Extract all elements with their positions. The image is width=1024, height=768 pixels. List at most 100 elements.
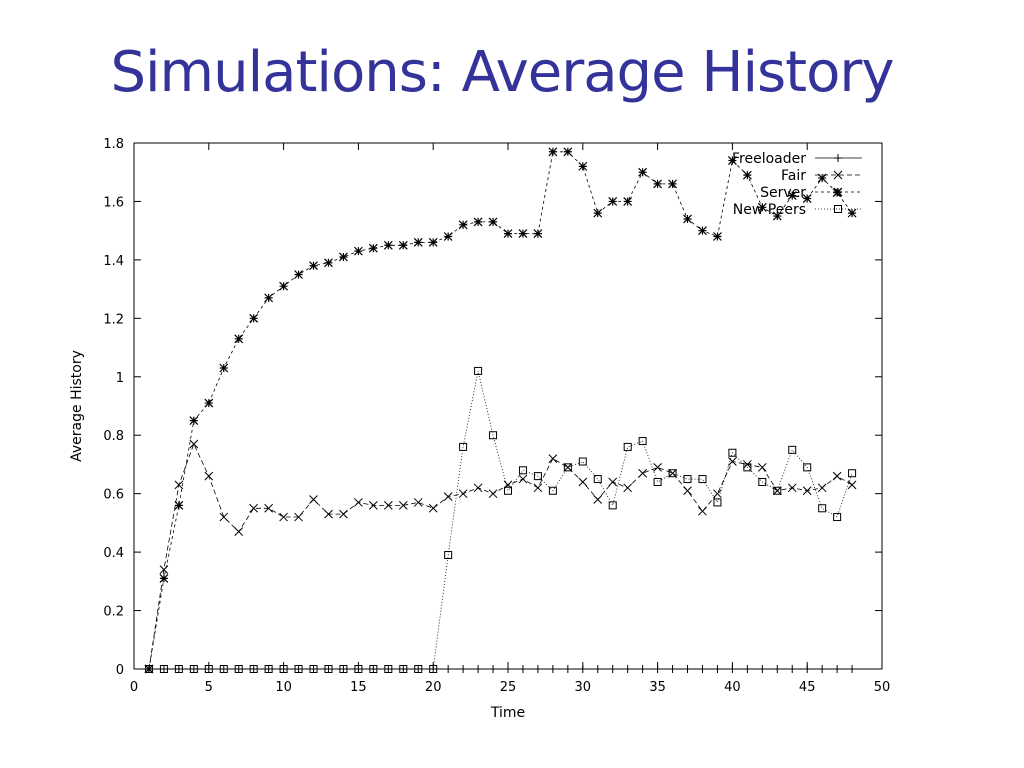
data-point (563, 665, 572, 673)
data-point (773, 486, 782, 495)
series-line (149, 370, 853, 670)
data-point (174, 480, 184, 490)
data-point (668, 469, 677, 478)
legend-marker (834, 205, 842, 213)
data-point (399, 665, 408, 673)
data-point (683, 475, 692, 484)
data-point (518, 665, 527, 673)
legend-label: Freeloader (732, 151, 806, 167)
data-point (653, 477, 662, 486)
data-point (204, 665, 213, 673)
data-point (249, 503, 259, 513)
data-point (563, 463, 573, 472)
data-point (428, 237, 438, 247)
data-point (383, 240, 393, 250)
data-point (848, 469, 857, 478)
data-point (413, 237, 423, 247)
x-tick-label: 30 (575, 680, 592, 695)
data-point (368, 243, 378, 253)
data-point (443, 492, 453, 501)
data-point (743, 460, 752, 469)
data-point (787, 191, 797, 201)
data-point (429, 665, 438, 673)
data-point (593, 495, 603, 504)
data-point (458, 220, 468, 230)
data-point (713, 489, 722, 499)
x-axis-label: Time (490, 705, 525, 721)
y-tick-label: 0.2 (103, 605, 124, 620)
data-point (817, 483, 827, 493)
data-point (354, 665, 363, 673)
data-point (608, 665, 617, 673)
data-point (144, 665, 153, 673)
y-tick-label: 1.6 (103, 195, 124, 210)
data-point (608, 477, 618, 487)
data-point (309, 495, 318, 504)
data-point (339, 665, 348, 673)
data-point (548, 486, 557, 495)
data-point (488, 489, 498, 499)
data-point (144, 664, 154, 674)
data-point (638, 468, 647, 478)
data-point (204, 398, 214, 408)
data-point (398, 501, 408, 510)
data-point (414, 665, 423, 673)
data-point (219, 665, 228, 673)
data-point (249, 665, 258, 673)
x-tick-label: 20 (425, 680, 442, 695)
data-point (429, 665, 438, 673)
data-point (832, 471, 842, 481)
y-tick-label: 1.4 (103, 254, 124, 269)
data-point (458, 489, 468, 499)
x-tick-label: 25 (500, 680, 517, 695)
x-tick-label: 45 (799, 680, 816, 695)
data-point (638, 167, 648, 177)
data-point (219, 363, 229, 373)
data-point (818, 504, 827, 513)
data-point (533, 665, 542, 673)
y-tick-label: 1 (116, 371, 124, 386)
data-point (443, 232, 453, 241)
series-fair (144, 439, 857, 674)
data-point (728, 448, 737, 457)
data-point (698, 506, 707, 516)
data-point (727, 156, 737, 165)
data-point (264, 665, 273, 673)
data-point (383, 501, 393, 510)
data-point (294, 270, 303, 279)
data-point (548, 147, 558, 157)
data-point (309, 665, 318, 673)
x-tick-label: 10 (275, 680, 292, 695)
data-point (204, 471, 214, 481)
series-layer (144, 147, 857, 674)
data-point (653, 665, 662, 673)
data-point (638, 437, 647, 446)
data-point (518, 474, 528, 484)
data-point (788, 665, 797, 673)
data-point (757, 202, 767, 212)
data-point (802, 486, 812, 496)
data-point (264, 503, 273, 513)
data-point (504, 486, 512, 495)
data-point (189, 416, 199, 426)
legend-marker (833, 187, 843, 197)
data-point (369, 501, 378, 510)
legend-marker (834, 154, 842, 162)
data-point (398, 240, 408, 250)
data-point (623, 442, 632, 451)
legend-marker (833, 170, 843, 180)
data-point (847, 480, 857, 490)
x-tick-label: 35 (649, 680, 666, 695)
legend-label: Fair (781, 168, 806, 184)
data-point (608, 501, 617, 510)
data-point (234, 665, 243, 673)
data-point (159, 573, 169, 583)
data-point (234, 334, 244, 344)
data-point (444, 665, 453, 673)
y-axis-label: Average History (69, 350, 85, 462)
data-point (309, 261, 318, 271)
data-point (189, 665, 198, 673)
data-point (234, 665, 243, 673)
x-tick-label: 40 (724, 680, 741, 695)
data-point (533, 229, 543, 239)
